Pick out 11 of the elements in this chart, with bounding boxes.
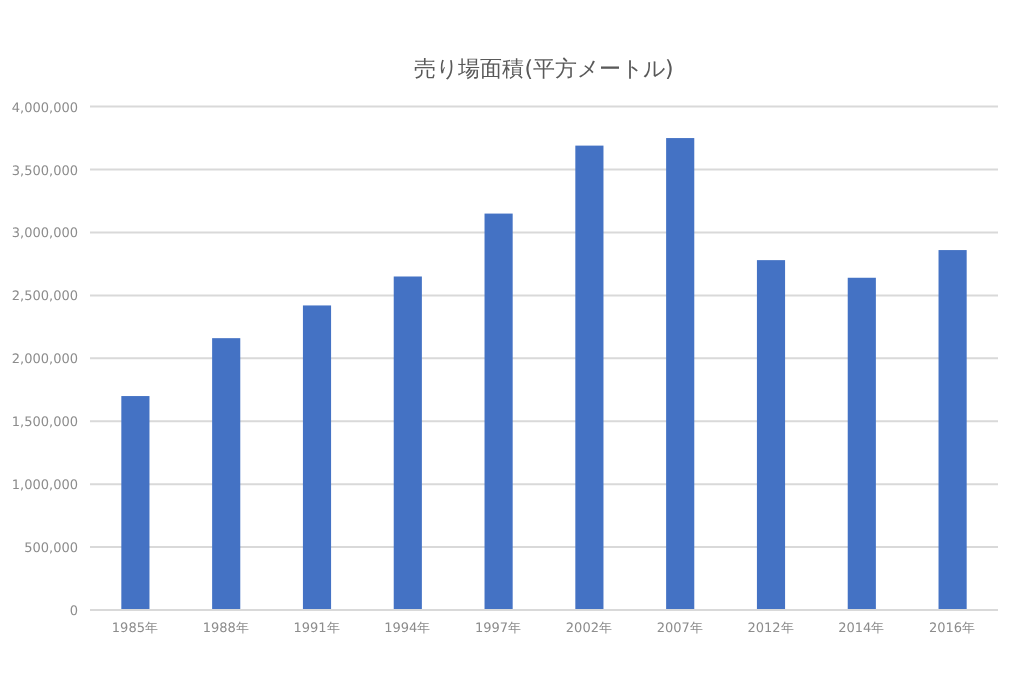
bar bbox=[575, 145, 604, 610]
bar bbox=[938, 250, 967, 610]
bar bbox=[212, 338, 241, 610]
bar bbox=[847, 277, 876, 610]
bar bbox=[302, 305, 332, 610]
chart-title: 売り場面積(平方メートル) bbox=[414, 56, 674, 82]
bar bbox=[121, 396, 150, 610]
bar bbox=[666, 138, 695, 610]
bar bbox=[393, 276, 422, 610]
bar bbox=[756, 260, 786, 610]
bar bbox=[484, 213, 513, 610]
